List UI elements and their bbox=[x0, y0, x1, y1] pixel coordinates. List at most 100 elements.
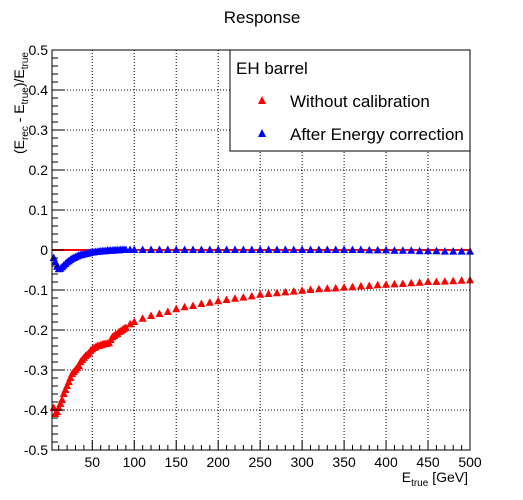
data-point bbox=[365, 245, 374, 254]
data-point bbox=[272, 245, 281, 253]
legend-label-after-energy-correction: After Energy correction bbox=[290, 125, 464, 144]
data-point bbox=[155, 245, 164, 253]
data-point bbox=[424, 246, 433, 255]
legend-marker-without-calibration bbox=[258, 96, 266, 104]
data-point bbox=[415, 246, 424, 255]
x-tick-label: 450 bbox=[416, 454, 440, 470]
x-tick-label: 350 bbox=[332, 454, 356, 470]
legend-marker-after-energy-correction bbox=[258, 129, 266, 137]
x-tick-label: 250 bbox=[248, 454, 272, 470]
x-tick-label: 50 bbox=[85, 454, 101, 470]
y-tick-label: 0.2 bbox=[29, 162, 49, 178]
chart-title: Response bbox=[224, 8, 301, 27]
data-point bbox=[348, 282, 357, 291]
data-point bbox=[390, 279, 399, 288]
data-point bbox=[155, 309, 164, 317]
y-tick-label: 0.1 bbox=[29, 202, 49, 218]
data-point bbox=[407, 278, 416, 287]
data-point bbox=[256, 290, 265, 298]
data-point bbox=[331, 245, 340, 253]
data-point bbox=[457, 247, 466, 255]
data-point bbox=[214, 296, 223, 305]
data-point bbox=[306, 245, 315, 253]
data-point bbox=[53, 407, 62, 415]
data-point bbox=[323, 284, 332, 292]
data-point bbox=[432, 277, 441, 285]
data-point bbox=[281, 287, 290, 296]
y-tick-label: 0 bbox=[40, 242, 48, 258]
data-point bbox=[130, 317, 139, 325]
data-point bbox=[264, 245, 273, 253]
data-point bbox=[239, 245, 248, 253]
data-point bbox=[56, 399, 65, 407]
data-point bbox=[415, 278, 424, 286]
data-point bbox=[61, 385, 70, 393]
data-point bbox=[230, 294, 239, 302]
legend-header: EH barrel bbox=[236, 59, 308, 78]
data-point bbox=[398, 279, 407, 287]
data-point bbox=[264, 289, 273, 297]
axis-ticks bbox=[52, 49, 471, 451]
data-point bbox=[440, 277, 449, 285]
data-point bbox=[64, 377, 73, 385]
y-tick-label: -0.2 bbox=[24, 322, 48, 338]
data-point bbox=[180, 245, 189, 253]
data-point bbox=[205, 298, 214, 306]
data-point bbox=[197, 299, 206, 307]
data-point bbox=[298, 286, 307, 294]
x-axis-label: Etrue [GeV] bbox=[402, 469, 468, 489]
data-point bbox=[180, 302, 189, 311]
data-point bbox=[398, 246, 407, 254]
data-point bbox=[348, 245, 357, 253]
x-tick-label: 300 bbox=[290, 454, 314, 470]
data-point bbox=[281, 245, 290, 253]
legend-box bbox=[229, 49, 471, 152]
data-point bbox=[163, 307, 172, 315]
y-tick-label: 0.4 bbox=[29, 82, 49, 98]
data-point bbox=[382, 245, 391, 254]
data-point bbox=[74, 361, 83, 369]
data-point bbox=[66, 373, 75, 381]
data-point bbox=[230, 245, 239, 253]
data-point bbox=[373, 280, 382, 289]
data-point bbox=[457, 276, 466, 284]
series-after-energy-correction bbox=[49, 245, 474, 273]
y-tick-label: -0.1 bbox=[24, 282, 48, 298]
data-point bbox=[306, 285, 315, 293]
y-tick-label: 0.5 bbox=[29, 42, 49, 58]
y-tick-label: -0.3 bbox=[24, 362, 48, 378]
data-point bbox=[331, 283, 340, 292]
data-point bbox=[289, 287, 298, 295]
data-point bbox=[256, 245, 265, 253]
y-tick-label: -0.5 bbox=[24, 442, 48, 458]
y-tick-label: -0.4 bbox=[24, 402, 48, 418]
x-tick-label: 100 bbox=[123, 454, 147, 470]
data-point bbox=[147, 245, 156, 253]
data-point bbox=[205, 245, 214, 253]
data-point bbox=[314, 245, 323, 253]
data-point bbox=[214, 245, 223, 253]
grid bbox=[52, 50, 470, 450]
data-point bbox=[356, 245, 365, 253]
data-point bbox=[390, 246, 399, 254]
data-point bbox=[63, 381, 72, 389]
data-point bbox=[189, 301, 198, 309]
data-point bbox=[163, 245, 172, 253]
data-point bbox=[272, 288, 281, 297]
data-point bbox=[373, 245, 382, 254]
data-point bbox=[130, 245, 139, 253]
data-point bbox=[340, 245, 349, 253]
legend-label-without-calibration: Without calibration bbox=[290, 92, 430, 111]
data-point bbox=[222, 295, 231, 303]
data-point bbox=[289, 245, 298, 253]
x-tick-label: 400 bbox=[374, 454, 398, 470]
data-point bbox=[172, 245, 181, 253]
y-axis-label: (Erec - Etrue)/Etrue bbox=[11, 52, 31, 154]
data-point bbox=[197, 245, 206, 253]
x-tick-label: 200 bbox=[207, 454, 231, 470]
data-point bbox=[247, 291, 256, 300]
x-tick-label: 150 bbox=[165, 454, 189, 470]
data-point bbox=[449, 247, 458, 255]
legend: EH barrel Without calibration After Ener… bbox=[229, 49, 471, 152]
